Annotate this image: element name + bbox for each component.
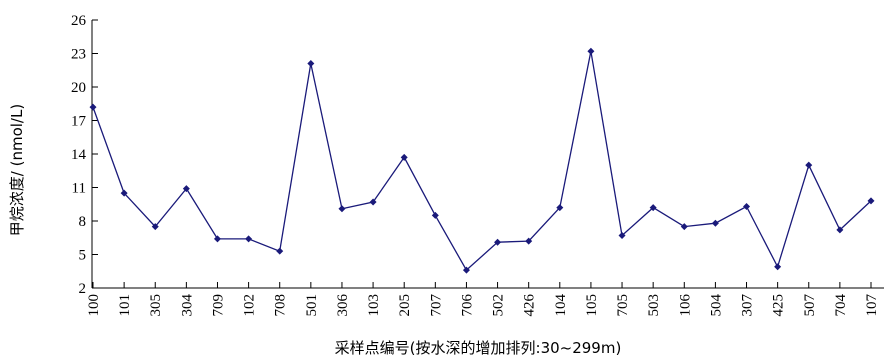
data-point	[743, 202, 751, 210]
data-point	[494, 238, 502, 246]
x-tick-label: 706	[459, 294, 475, 317]
data-point	[338, 205, 346, 213]
x-tick-label: 425	[771, 294, 787, 317]
x-tick-label: 707	[428, 294, 444, 317]
x-tick-label: 100	[86, 294, 102, 317]
x-tick-label: 101	[117, 294, 133, 317]
data-point	[369, 198, 377, 206]
y-ticks: 2 5 8 11 14 17 20 23 26	[71, 13, 98, 297]
data-point	[307, 60, 315, 68]
x-tick-label: 103	[366, 294, 382, 317]
data-point	[213, 235, 221, 243]
y-tick-label: 20	[71, 80, 86, 96]
data-point	[711, 219, 719, 227]
x-tick-label: 105	[584, 294, 600, 317]
data-point	[649, 204, 657, 212]
x-tick-label: 426	[522, 294, 538, 317]
data-point	[431, 211, 439, 219]
data-point	[89, 103, 97, 111]
y-tick-label: 14	[71, 147, 87, 163]
series-layer	[89, 47, 875, 274]
x-tick-label: 507	[802, 294, 818, 317]
x-tick-label: 205	[397, 294, 413, 317]
x-tick-label: 708	[273, 294, 289, 317]
x-tick-label: 704	[833, 294, 849, 317]
data-point	[556, 204, 564, 212]
x-ticks: 100 101 305 304 709 102 708 501 306 103 205 707 706 5…	[86, 282, 880, 317]
y-tick-label: 23	[71, 47, 86, 63]
x-tick-label: 709	[210, 294, 226, 317]
x-tick-label: 102	[242, 294, 258, 317]
data-point	[867, 197, 875, 205]
x-tick-label: 504	[708, 294, 724, 317]
data-point	[151, 223, 159, 231]
data-point	[400, 153, 408, 161]
data-point	[836, 226, 844, 234]
y-tick-label: 17	[71, 114, 87, 130]
y-tick-label: 26	[71, 13, 87, 29]
data-point	[680, 223, 688, 231]
x-tick-label: 106	[677, 294, 693, 317]
x-tick-label: 503	[646, 294, 662, 317]
data-point	[182, 185, 190, 193]
y-tick-label: 5	[79, 248, 87, 264]
data-point	[120, 189, 128, 197]
x-tick-label: 104	[553, 294, 569, 317]
x-tick-label: 107	[864, 294, 880, 317]
data-point	[587, 47, 595, 55]
series-line	[92, 51, 872, 272]
x-tick-label: 304	[179, 294, 195, 317]
axes	[91, 20, 884, 289]
x-tick-label: 501	[304, 294, 320, 317]
data-point	[618, 232, 626, 240]
x-tick-label: 305	[148, 294, 164, 317]
data-point	[525, 237, 533, 245]
y-tick-label: 11	[72, 181, 86, 197]
x-tick-label: 307	[740, 294, 756, 317]
x-tick-label: 705	[615, 294, 631, 317]
y-tick-label: 8	[79, 214, 87, 230]
data-point	[245, 235, 253, 243]
data-point	[805, 161, 813, 169]
x-tick-label: 502	[491, 294, 507, 317]
data-point	[276, 247, 284, 255]
data-point	[774, 263, 782, 271]
x-tick-label: 306	[335, 294, 351, 317]
data-point	[462, 266, 470, 274]
y-tick-label: 2	[79, 281, 87, 297]
x-axis-title: 采样点编号(按水深的增加排列:30~299m)	[335, 339, 622, 357]
y-axis-title: 甲烷浓度/ (nmol/L)	[8, 104, 26, 236]
